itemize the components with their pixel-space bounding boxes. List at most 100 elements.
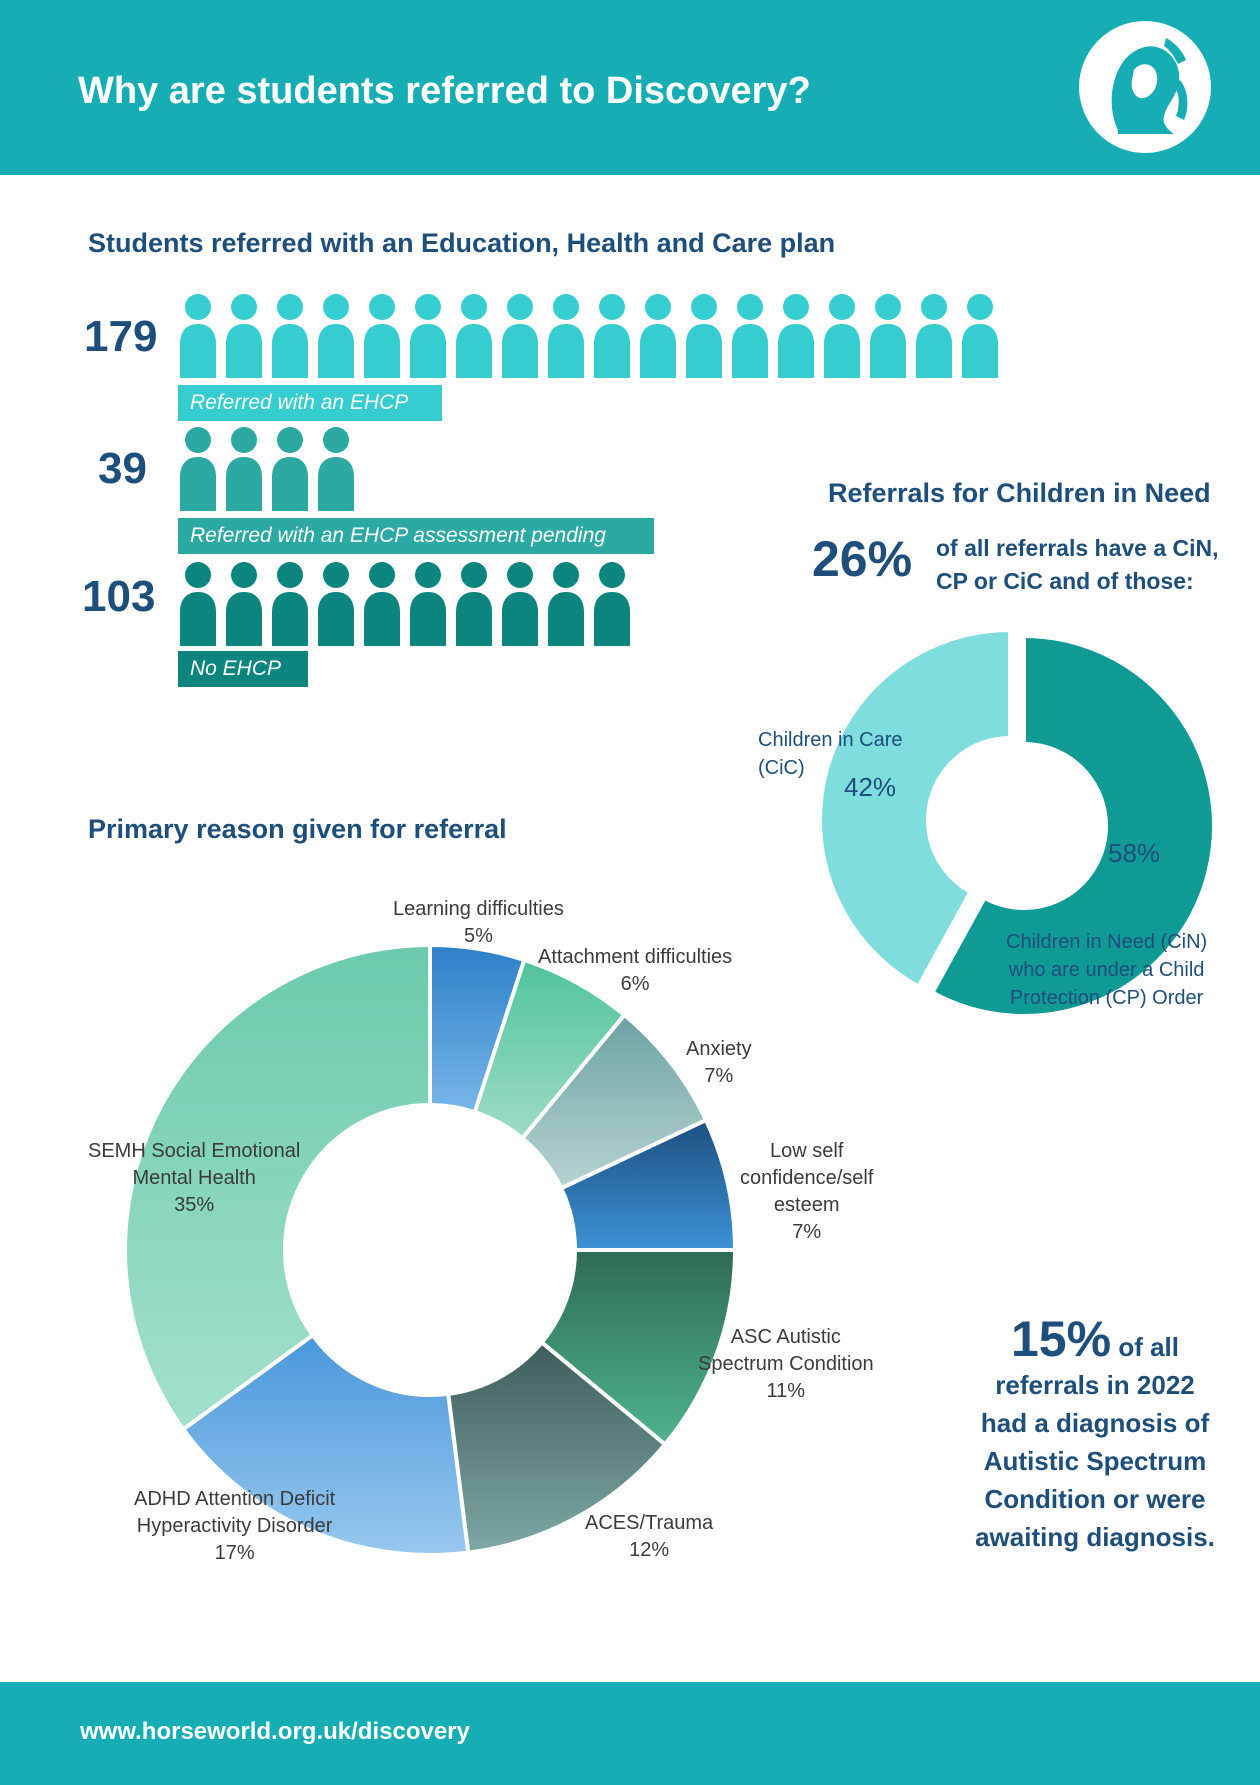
asc-note: 15% of all referrals in 2022 had a diagn… [970, 1314, 1220, 1556]
asc-note-line6: awaiting diagnosis. [975, 1522, 1215, 1552]
person-icon [502, 562, 538, 646]
person-icon [548, 294, 584, 378]
ehcp-count: 179 [84, 312, 158, 361]
person-icon [410, 562, 446, 646]
label-adhd-line2: Hyperactivity Disorder [136, 1515, 333, 1537]
reason-slice-4 [538, 1248, 738, 1448]
person-icon [824, 294, 860, 378]
cin-label-line1: Children in Need (CiN) [1006, 931, 1208, 953]
pending-tag: Referred with an EHCP assessment pending [178, 518, 654, 554]
label-adhd: ADHD Attention Deficit Hyperactivity Dis… [134, 1486, 335, 1567]
reason-slice-5 [445, 1339, 668, 1555]
label-anxiety-name: Anxiety [686, 1038, 752, 1060]
ehcp-tag: Referred with an EHCP [178, 385, 442, 421]
label-learning-name: Learning difficulties [393, 898, 564, 920]
cin-slice [929, 633, 1216, 1018]
person-icon [226, 427, 262, 511]
label-asc: ASC Autistic Spectrum Condition 11% [698, 1324, 874, 1405]
label-aces-name: ACES/Trauma [585, 1512, 714, 1534]
person-icon [272, 427, 308, 511]
page-title: Why are students referred to Discovery? [78, 70, 811, 112]
reason-slice-7 [123, 942, 432, 1433]
label-learning-difficulties: Learning difficulties 5% [393, 896, 564, 950]
no-ehcp-tag: No EHCP [178, 651, 308, 687]
person-icon [732, 294, 768, 378]
person-icon [180, 427, 216, 511]
person-icon [180, 562, 216, 646]
person-icon [226, 562, 262, 646]
asc-note-line2: referrals in 2022 [995, 1370, 1195, 1400]
person-icon [410, 294, 446, 378]
reason-slice-6 [180, 1332, 471, 1557]
person-icon [962, 294, 998, 378]
person-icon [272, 562, 308, 646]
person-icon [318, 562, 354, 646]
label-semh-value: 35% [174, 1194, 215, 1216]
page-header: Why are students referred to Discovery? [0, 0, 1260, 175]
person-icon [640, 294, 676, 378]
person-icon [226, 294, 262, 378]
label-aces-trauma: ACES/Trauma 12% [585, 1510, 713, 1564]
label-low-self-line2: confidence/self [740, 1167, 874, 1189]
label-asc-line2: Spectrum Condition [698, 1353, 874, 1375]
pending-count: 39 [98, 444, 147, 493]
person-icon [272, 294, 308, 378]
person-icon [180, 294, 216, 378]
footer-url-link[interactable]: www.horseworld.org.uk/discovery [80, 1718, 470, 1745]
person-icon [318, 294, 354, 378]
cic-label-line2: (CiC) [758, 757, 805, 779]
label-low-self-value: 7% [792, 1221, 822, 1243]
person-icon [456, 562, 492, 646]
cin-big-percent: 26% [812, 531, 913, 587]
cin-description: of all referrals have a CiN, CP or CiC a… [936, 532, 1219, 598]
label-attachment-difficulties: Attachment difficulties 6% [538, 944, 732, 998]
person-icon [502, 294, 538, 378]
cin-label-line2: who are under a Child [1008, 959, 1205, 981]
cin-value: 58% [1108, 838, 1161, 868]
cin-label-line3: Protection (CP) Order [1009, 987, 1204, 1009]
person-icon [778, 294, 814, 378]
reasons-donut-chart [123, 942, 738, 1557]
label-asc-value: 11% [766, 1380, 806, 1402]
horseworld-logo-icon [1079, 21, 1211, 153]
cin-description-line1: of all referrals have a CiN, [936, 535, 1219, 561]
person-icon [456, 294, 492, 378]
ehcp-section-title: Students referred with an Education, Hea… [88, 228, 836, 258]
person-icon [870, 294, 906, 378]
cic-label-line1: Children in Care [758, 729, 903, 751]
person-icon [594, 294, 630, 378]
cin-section-title: Referrals for Children in Need [828, 478, 1211, 508]
asc-note-line5: Condition or were [984, 1484, 1206, 1514]
label-semh-line1: SEMH Social Emotional [88, 1140, 301, 1162]
asc-big-percent: 15% [1011, 1311, 1112, 1367]
label-attachment-value: 6% [620, 973, 650, 995]
person-icon [548, 562, 584, 646]
person-icon [364, 294, 400, 378]
cic-slice [818, 627, 1012, 990]
label-anxiety: Anxiety 7% [686, 1036, 752, 1090]
asc-note-line1: of all [1118, 1332, 1179, 1362]
page-footer: www.horseworld.org.uk/discovery [0, 1682, 1260, 1785]
label-anxiety-value: 7% [704, 1065, 734, 1087]
label-low-self-line1: Low self [770, 1140, 844, 1162]
asc-note-line3: had a diagnosis of [980, 1408, 1210, 1438]
no-ehcp-count: 103 [82, 572, 156, 621]
label-semh-line2: Mental Health [132, 1167, 256, 1189]
label-semh: SEMH Social Emotional Mental Health 35% [88, 1138, 300, 1219]
label-learning-value: 5% [463, 925, 493, 947]
label-low-self-confidence: Low self confidence/self esteem 7% [740, 1138, 873, 1246]
label-adhd-value: 17% [214, 1542, 255, 1564]
label-asc-line1: ASC Autistic [730, 1326, 841, 1348]
label-attachment-name: Attachment difficulties [538, 946, 733, 968]
label-adhd-line1: ADHD Attention Deficit [134, 1488, 336, 1510]
person-icon [916, 294, 952, 378]
person-icon [364, 562, 400, 646]
label-low-self-line3: esteem [773, 1194, 840, 1216]
cin-donut-chart [818, 627, 1216, 1018]
person-icon [594, 562, 630, 646]
cic-value: 42% [844, 772, 897, 802]
person-icon [686, 294, 722, 378]
label-aces-value: 12% [629, 1539, 670, 1561]
person-icon [318, 427, 354, 511]
cic-label: Children in Care (CiC) [758, 726, 903, 782]
